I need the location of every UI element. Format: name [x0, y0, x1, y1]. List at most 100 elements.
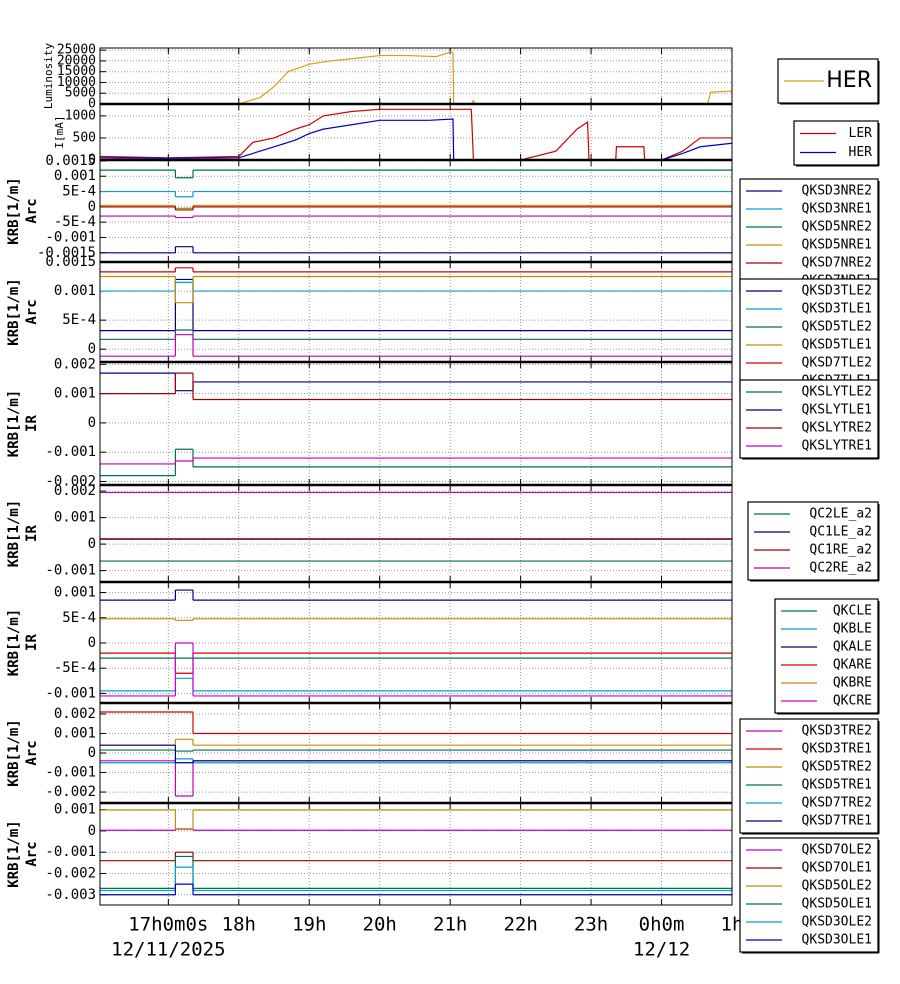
- y-tick-label: 0: [88, 415, 96, 431]
- legend-label: QKSD7OLE2: [802, 843, 872, 858]
- y-axis-label: Arc: [24, 841, 40, 866]
- y-tick-label: 0.001: [54, 510, 96, 526]
- y-tick-label: -0.002: [45, 784, 96, 800]
- y-tick-label: -0.002: [45, 865, 96, 881]
- y-tick-label: 0: [88, 153, 96, 168]
- legend-label: QKSLYTLE1: [802, 403, 872, 418]
- legend-box: [739, 379, 879, 459]
- y-tick-label: 0.001: [54, 283, 96, 299]
- y-tick-label: 0: [88, 97, 96, 112]
- legend-label: QKSD5OLE2: [802, 879, 872, 894]
- legend: LER HER: [793, 120, 880, 167]
- legend: QKSD3TLE2 QKSD3TLE1 QKSD5TLE2 QKSD5TLE1 QKSD…: [739, 278, 880, 395]
- y-tick-label: -0.001: [45, 765, 96, 781]
- y-tick-label: -0.002: [45, 473, 96, 489]
- legend-label: QKSD3TLE2: [802, 284, 872, 299]
- legend-box: [774, 598, 879, 714]
- y-tick-label: 0.0015: [45, 254, 96, 270]
- legend-label: QKSD7NRE2: [802, 256, 872, 271]
- legend: QKCLE QKBLE QKALE QKARE QKBRE QKCRE: [774, 598, 880, 715]
- legend-label: QKSD3OLE1: [802, 933, 872, 948]
- legend-label: QKSD5NRE2: [802, 220, 872, 235]
- legend-label: QKSD7TRE1: [802, 814, 872, 829]
- y-axis-label: KRB[1/m]: [6, 609, 22, 676]
- legend-label: QKALE: [833, 640, 872, 655]
- legend-label: QKSD3NRE1: [802, 202, 872, 217]
- legend-label: QKSD7OLE1: [802, 861, 872, 876]
- panel: 0.002 0.001 0 -0.001 -0.002 KRB[1/m] Arc: [6, 701, 733, 804]
- y-tick-label: 0.002: [54, 356, 96, 372]
- panel: 0.0015 0.001 5E-4 0 KRB[1/m] Arc: [6, 254, 733, 363]
- y-tick-label: 15000: [57, 64, 96, 79]
- plot-area: [100, 104, 732, 160]
- y-tick-label: 0: [88, 199, 96, 215]
- panel: 0.00150.0015E-40-5E-4-0.001-0.0015KRB[1/…: [6, 153, 733, 263]
- x-tick-label: 19h: [292, 914, 326, 936]
- legend-label: QKSD5TLE2: [802, 320, 872, 335]
- date-label: 12/12: [633, 939, 690, 961]
- legend-label: QKARE: [833, 658, 872, 673]
- legend-label: QKSLYTLE2: [802, 385, 872, 400]
- plot-area: [100, 485, 732, 582]
- y-axis-label: KRB[1/m]: [6, 820, 22, 887]
- legend-label: QKCLE: [833, 604, 872, 619]
- y-axis-label: KRB[1/m]: [6, 278, 22, 345]
- legend-label: QC2RE_a2: [809, 561, 872, 576]
- legend-label: QKBRE: [833, 676, 872, 691]
- date-label: 12/11/2025: [111, 939, 225, 961]
- y-axis-label: Luminosity: [42, 43, 55, 110]
- legend-box: [739, 837, 879, 953]
- x-tick-label: 22h: [503, 914, 537, 936]
- legend: QC2LE_a2 QC1LE_a2 QC1RE_a2 QC2RE_a2: [747, 501, 880, 582]
- x-tick-label: 18h: [222, 914, 256, 936]
- y-tick-label: -0.0015: [37, 245, 96, 261]
- legend-label: QKSD3TRE2: [802, 724, 872, 739]
- legend-label: QKSD5TRE1: [802, 778, 872, 793]
- y-tick-label: -0.001: [45, 229, 96, 245]
- y-tick-label: 0: [88, 745, 96, 761]
- y-tick-label: 5000: [65, 86, 96, 101]
- plot-area: [100, 262, 732, 362]
- y-tick-label: 0.001: [54, 725, 96, 741]
- y-tick-label: 0.0015: [45, 153, 96, 169]
- panel: 0.002 0.001 0 -0.001 -0.002 KRB[1/m] IR: [6, 356, 733, 489]
- y-tick-label: -5E-4: [54, 214, 96, 230]
- legend-label: QKSLYTRE1: [802, 439, 872, 454]
- y-axis-label: IR: [24, 525, 40, 542]
- data-line: [99, 108, 732, 161]
- y-tick-label: 20000: [57, 53, 96, 68]
- y-tick-label: 0: [88, 536, 96, 552]
- legend-label: QKSD5NRE1: [802, 238, 872, 253]
- y-tick-label: 0: [88, 635, 96, 651]
- legend-label: QKSLYTRE2: [802, 421, 872, 436]
- y-axis-label: IR: [24, 415, 40, 432]
- x-tick-label: 1h: [721, 914, 744, 936]
- legend-label: QKSD5OLE1: [802, 897, 872, 912]
- legend-box: [739, 278, 879, 394]
- legend-label: QKCRE: [833, 694, 872, 709]
- legend-label: QC1RE_a2: [809, 543, 872, 558]
- legend-label: QKSD3NRE2: [802, 184, 872, 199]
- y-tick-label: -0.003: [45, 887, 96, 903]
- y-tick-label: -0.001: [45, 444, 96, 460]
- legend-label: QC2LE_a2: [809, 507, 872, 522]
- y-tick-label: 500: [73, 130, 96, 145]
- y-axis-label: I[mA]: [53, 115, 66, 148]
- y-tick-label: 0.002: [54, 706, 96, 722]
- y-tick-label: 0: [88, 341, 96, 357]
- y-axis-label: Arc: [24, 198, 40, 223]
- y-axis-label: KRB[1/m]: [6, 177, 22, 244]
- y-tick-label: -0.001: [45, 685, 96, 701]
- legend-label: QKSD7TLE2: [802, 356, 872, 371]
- legend: QKSD7OLE2 QKSD7OLE1 QKSD5OLE2 QKSD5OLE1 QKSD…: [739, 837, 880, 954]
- legend-label: QC1LE_a2: [809, 525, 872, 540]
- legend-label: QKSD5TLE1: [802, 338, 872, 353]
- y-tick-label: 5E-4: [62, 312, 96, 328]
- legend-label: LER: [849, 126, 873, 141]
- legend-box: [747, 501, 879, 581]
- y-tick-label: -5E-4: [54, 660, 96, 676]
- y-tick-label: 0.001: [54, 386, 96, 402]
